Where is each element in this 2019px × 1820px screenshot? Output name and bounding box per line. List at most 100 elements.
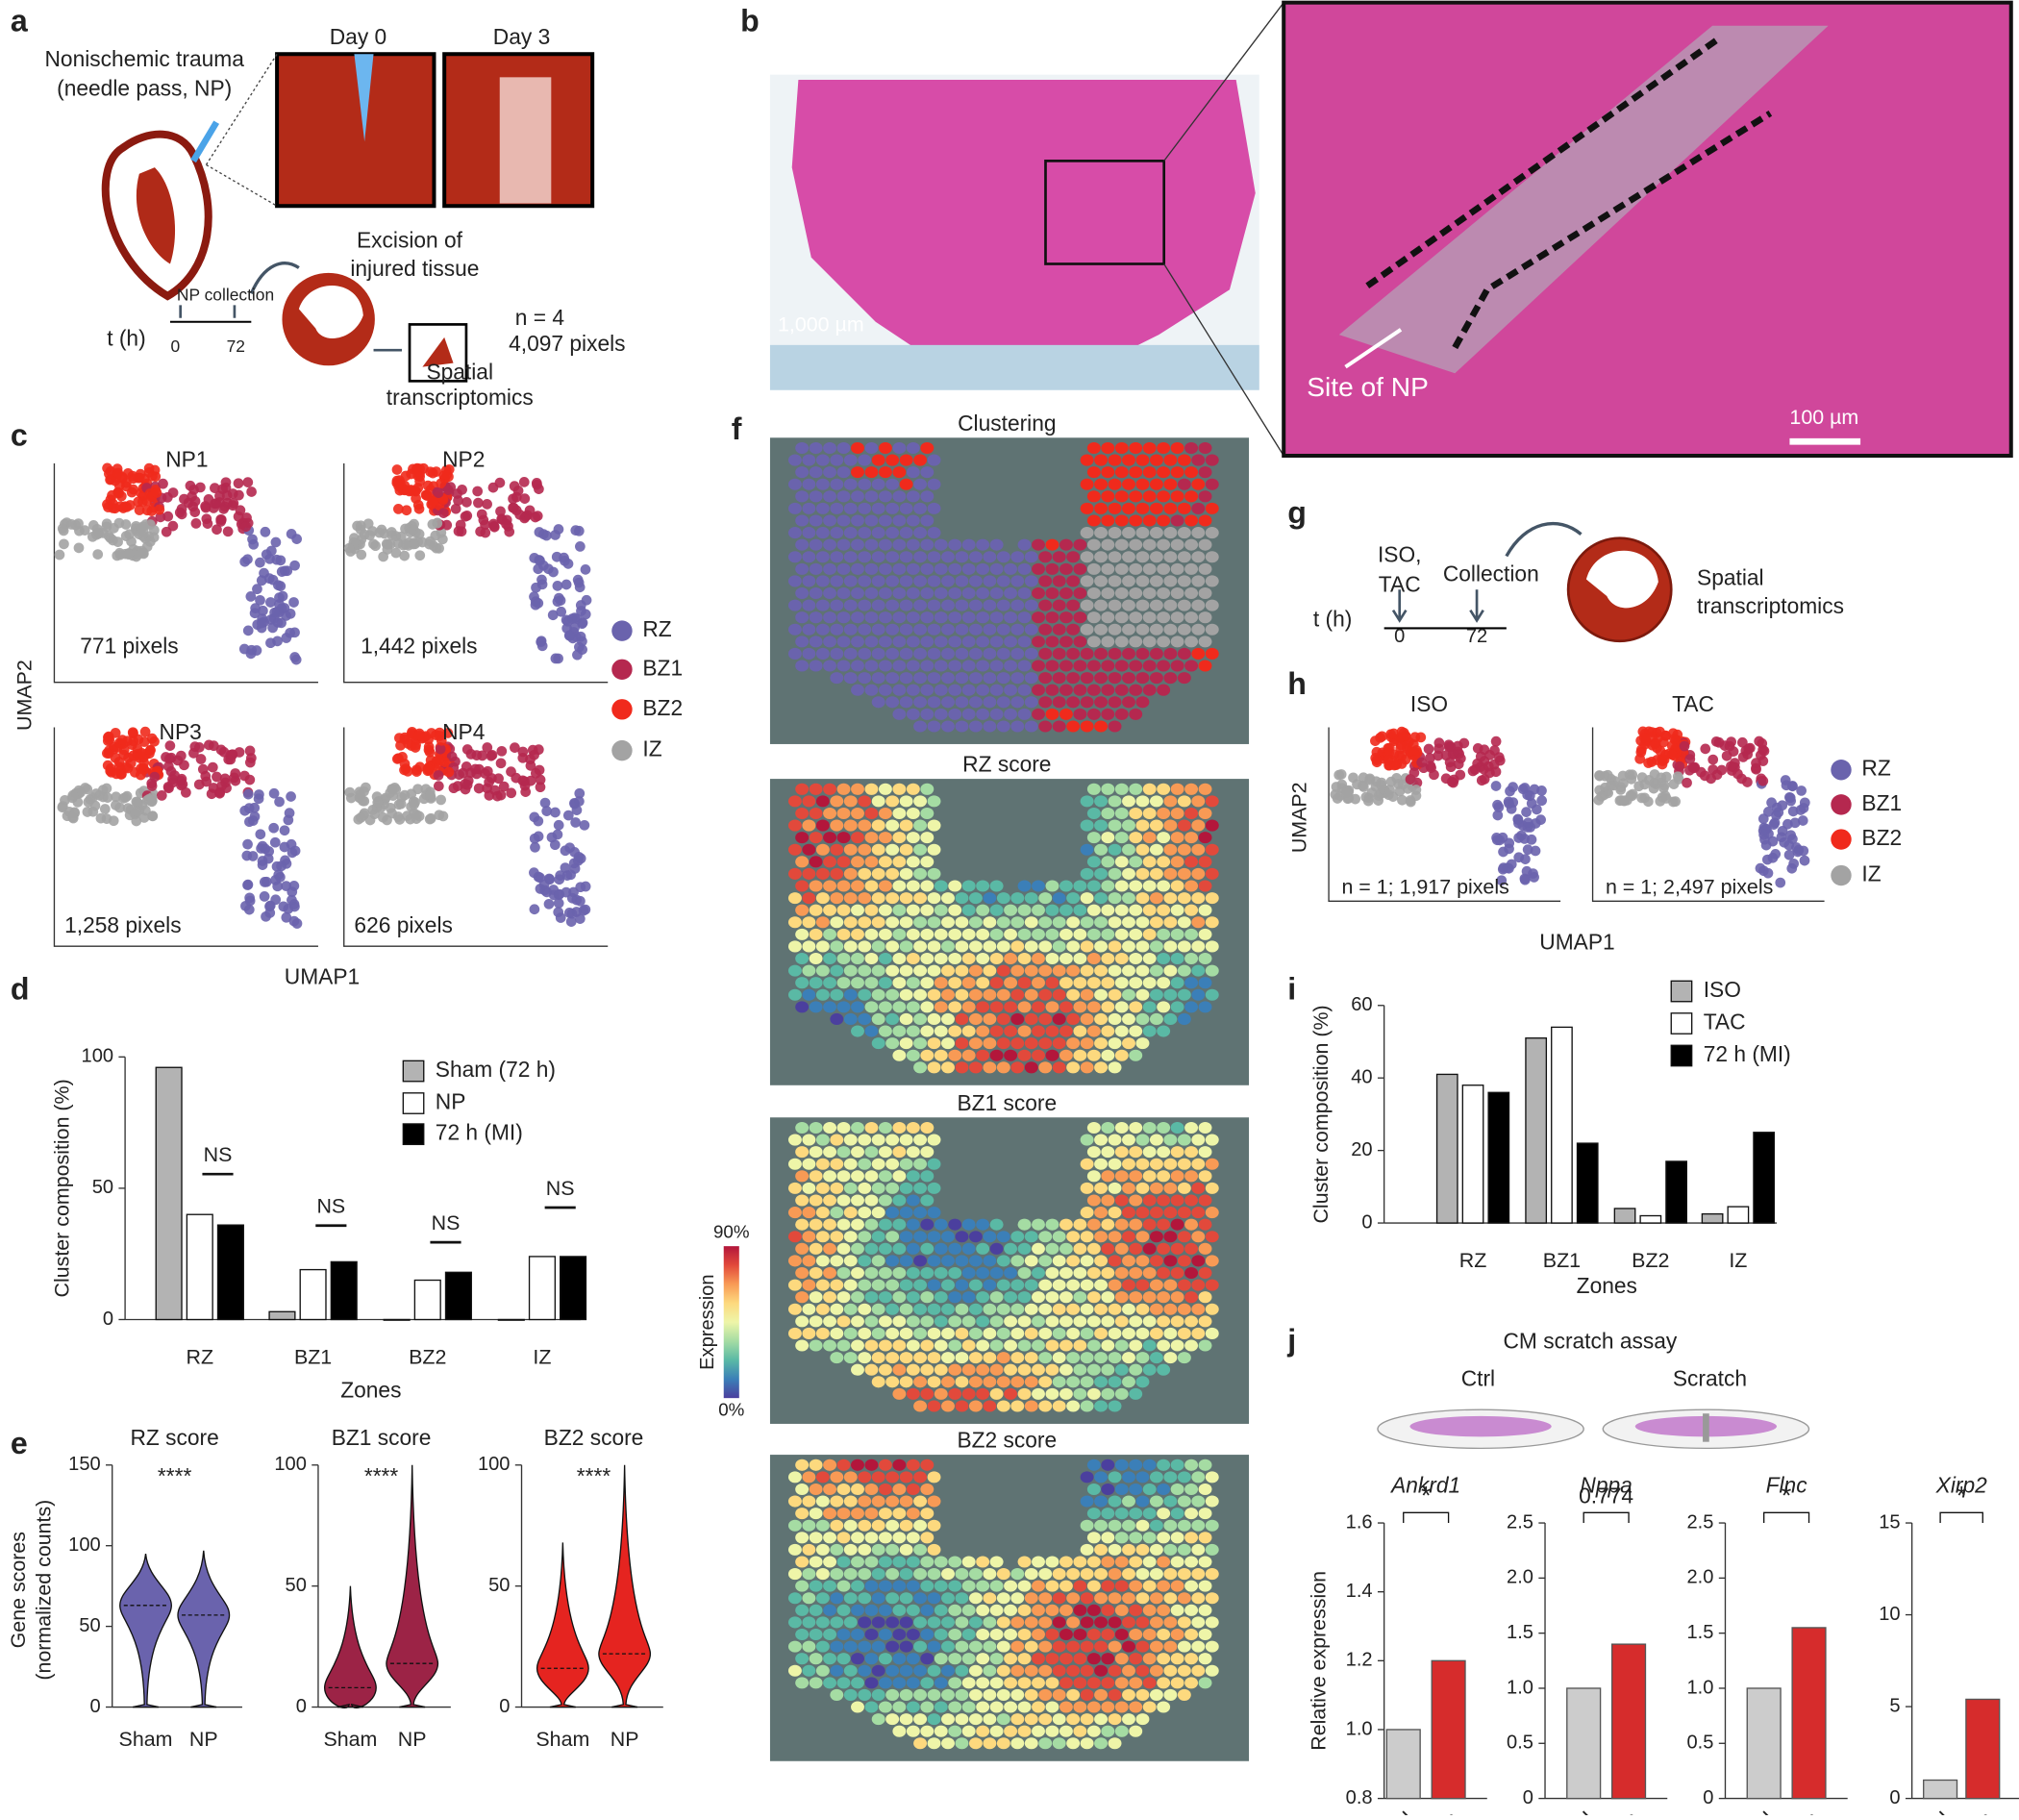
spot: [990, 636, 1004, 647]
umap-point: [111, 791, 121, 802]
spot: [955, 1689, 968, 1701]
spot: [1115, 1605, 1129, 1616]
umap-point: [461, 511, 472, 521]
spot: [1143, 611, 1157, 623]
umap-point: [1373, 795, 1383, 806]
spot: [892, 808, 906, 819]
spot: [795, 905, 809, 916]
spot: [1122, 1665, 1135, 1677]
umap-point: [453, 781, 463, 791]
spot: [1191, 600, 1205, 611]
umap-point: [138, 758, 149, 768]
spot: [795, 1122, 809, 1134]
spot: [920, 1483, 934, 1495]
spot: [788, 916, 802, 928]
spot: [1094, 1471, 1108, 1483]
umap-point: [1343, 787, 1354, 798]
spot: [851, 856, 864, 867]
spot: [900, 1013, 913, 1025]
spot: [1059, 1581, 1073, 1592]
spot: [1171, 1146, 1184, 1158]
spot: [864, 587, 878, 599]
spot: [1109, 1713, 1122, 1725]
spot: [1206, 503, 1219, 514]
spot: [1101, 856, 1114, 867]
spot: [983, 696, 996, 708]
spot: [1135, 479, 1149, 490]
umap-point: [114, 757, 125, 767]
spot: [1129, 1532, 1142, 1543]
spot: [1081, 795, 1094, 807]
spot: [864, 1581, 878, 1592]
spot: [907, 1146, 920, 1158]
spot: [1199, 1291, 1212, 1303]
spot: [1081, 1037, 1094, 1049]
spot: [955, 1231, 968, 1242]
spot: [1163, 455, 1177, 466]
spot: [1191, 844, 1205, 856]
spot: [1171, 1001, 1184, 1012]
spot: [892, 1194, 906, 1206]
spot: [864, 1194, 878, 1206]
spot: [823, 856, 836, 867]
spot: [1122, 575, 1135, 586]
spot: [948, 880, 961, 891]
spot: [879, 611, 892, 623]
umap-point: [255, 829, 265, 839]
spot: [858, 1280, 871, 1291]
spot: [1010, 965, 1024, 977]
spot: [1184, 1001, 1198, 1012]
spot: [1101, 1388, 1114, 1400]
spot: [837, 1459, 851, 1471]
spot: [1087, 1653, 1101, 1664]
spot: [1184, 514, 1198, 526]
spot: [1004, 953, 1017, 964]
spot: [1053, 551, 1066, 562]
spot: [1143, 880, 1157, 891]
umap-point: [117, 735, 128, 745]
spot: [823, 587, 836, 599]
umap-point: [390, 785, 401, 795]
spot: [1191, 1207, 1205, 1218]
spot: [1135, 820, 1149, 832]
spot: [913, 1400, 927, 1411]
spot: [879, 1001, 892, 1012]
spot: [1094, 1400, 1108, 1411]
spot: [913, 1713, 927, 1725]
spot: [1206, 1134, 1219, 1146]
spot: [1129, 1194, 1142, 1206]
spot: [997, 551, 1010, 562]
umap-point: [1636, 793, 1647, 804]
spot: [1150, 916, 1163, 928]
spot: [1018, 1388, 1032, 1400]
umap-point: [285, 808, 295, 818]
spot: [795, 1291, 809, 1303]
spot: [1004, 905, 1017, 916]
umap-point: [250, 608, 261, 618]
spot: [928, 1134, 941, 1146]
spot: [976, 977, 989, 988]
spot: [872, 1496, 885, 1508]
spot: [983, 1713, 996, 1725]
spot: [1157, 1629, 1170, 1640]
spot: [928, 1231, 941, 1242]
spot: [1094, 551, 1108, 562]
annotation: 0.774: [1579, 1483, 1633, 1508]
spot: [920, 832, 934, 843]
spot: [830, 795, 843, 807]
spot: [837, 953, 851, 964]
spot: [1101, 1146, 1114, 1158]
umap-point: [1358, 782, 1369, 792]
spot: [879, 636, 892, 647]
spot: [885, 1013, 899, 1025]
spot: [1066, 1665, 1080, 1677]
umap-point: [577, 636, 587, 647]
spot: [816, 1255, 830, 1266]
spot: [955, 1713, 968, 1725]
spot: [795, 1677, 809, 1688]
spot: [1135, 1231, 1149, 1242]
spot: [879, 490, 892, 502]
spot: [1143, 905, 1157, 916]
spot: [976, 1026, 989, 1037]
spot: [795, 1243, 809, 1255]
